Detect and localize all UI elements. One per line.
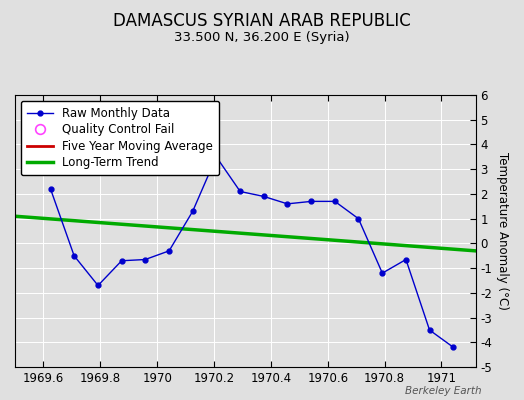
Raw Monthly Data	[118, 258, 125, 263]
Text: 33.500 N, 36.200 E (Syria): 33.500 N, 36.200 E (Syria)	[174, 32, 350, 44]
Raw Monthly Data	[379, 271, 386, 276]
Raw Monthly Data	[403, 257, 409, 262]
Text: DAMASCUS SYRIAN ARAB REPUBLIC: DAMASCUS SYRIAN ARAB REPUBLIC	[113, 12, 411, 30]
Raw Monthly Data	[47, 187, 53, 192]
Raw Monthly Data	[308, 199, 314, 204]
Raw Monthly Data	[427, 328, 433, 332]
Raw Monthly Data	[284, 202, 290, 206]
Raw Monthly Data	[237, 189, 243, 194]
Raw Monthly Data	[355, 216, 362, 221]
Text: Berkeley Earth: Berkeley Earth	[406, 386, 482, 396]
Raw Monthly Data	[142, 257, 148, 262]
Line: Raw Monthly Data: Raw Monthly Data	[48, 154, 456, 350]
Raw Monthly Data	[332, 199, 338, 204]
Raw Monthly Data	[450, 345, 456, 350]
Legend: Raw Monthly Data, Quality Control Fail, Five Year Moving Average, Long-Term Tren: Raw Monthly Data, Quality Control Fail, …	[21, 101, 219, 175]
Raw Monthly Data	[213, 154, 220, 159]
Raw Monthly Data	[71, 254, 77, 258]
Raw Monthly Data	[95, 283, 101, 288]
Raw Monthly Data	[166, 248, 172, 253]
Raw Monthly Data	[190, 209, 196, 214]
Y-axis label: Temperature Anomaly (°C): Temperature Anomaly (°C)	[496, 152, 509, 310]
Raw Monthly Data	[260, 194, 267, 199]
